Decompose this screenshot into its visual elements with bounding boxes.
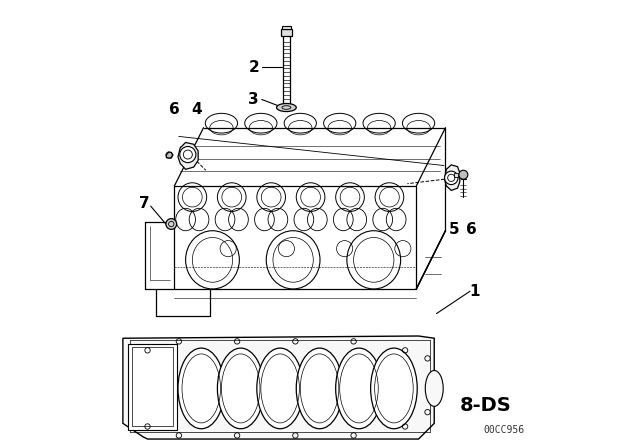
Ellipse shape [426,370,444,406]
Bar [128,344,177,430]
Polygon shape [123,336,435,439]
Bar [280,29,292,36]
Ellipse shape [296,348,343,429]
Bar [132,347,173,426]
Circle shape [459,170,468,179]
Text: 00CC956: 00CC956 [483,425,524,435]
Ellipse shape [276,103,296,112]
Ellipse shape [257,348,303,429]
Polygon shape [166,152,173,158]
Text: 3: 3 [248,92,259,107]
Circle shape [445,171,458,185]
Polygon shape [178,142,198,169]
Ellipse shape [336,348,382,429]
Text: 6: 6 [466,222,476,237]
Text: 7: 7 [139,196,150,211]
Text: 1: 1 [469,284,480,299]
Text: 4: 4 [191,102,202,117]
Ellipse shape [371,348,417,429]
Circle shape [166,219,177,229]
Text: 2: 2 [248,60,259,75]
Text: 6: 6 [169,102,180,117]
Text: 8-DS: 8-DS [460,396,511,415]
Bar [282,26,291,29]
Circle shape [180,146,196,163]
Bar [454,173,458,177]
Ellipse shape [178,348,225,429]
Polygon shape [445,165,460,190]
Text: 5: 5 [449,222,460,237]
Ellipse shape [218,348,264,429]
